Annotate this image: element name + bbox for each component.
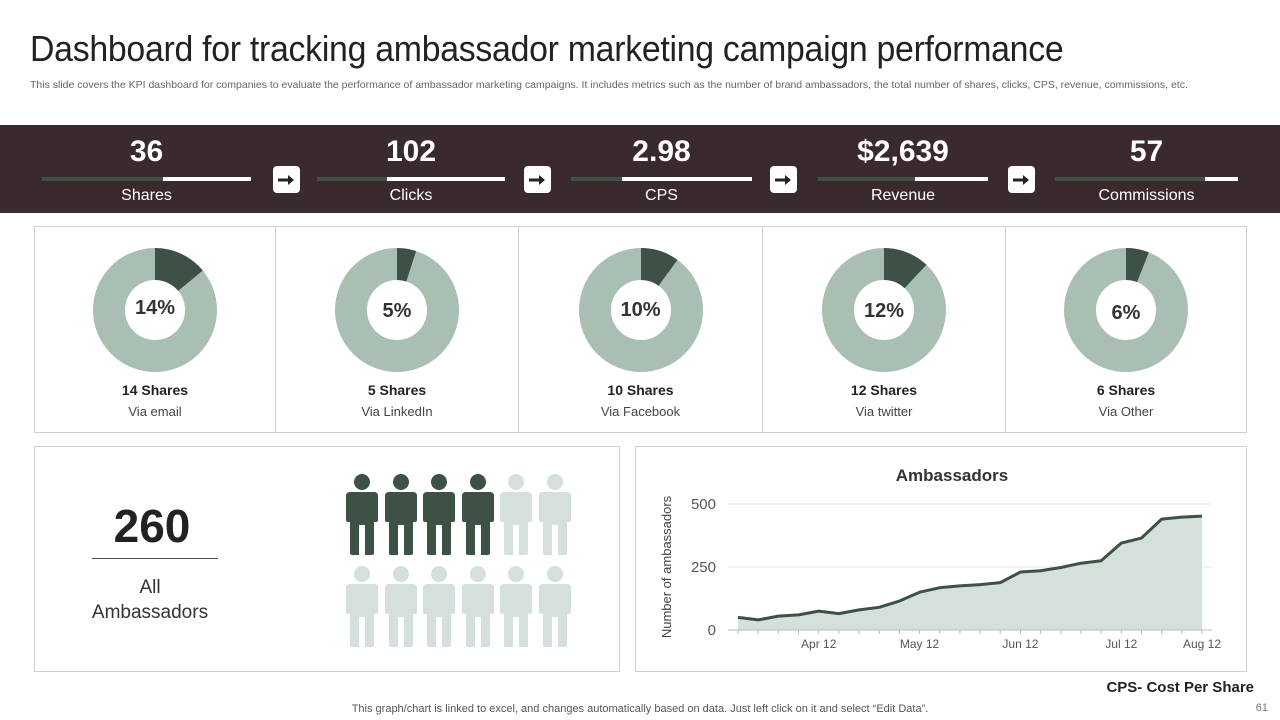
kpi-progress-bar [1055, 177, 1238, 181]
donut-chart [1064, 248, 1188, 372]
kpi-label: CPS [645, 187, 678, 204]
page-number: 61 [1255, 702, 1268, 714]
channel-twitter: 12% 12 Shares Via twitter [763, 227, 1006, 432]
person-icon [499, 473, 533, 560]
person-icon [422, 565, 456, 652]
kpi-progress-bar [42, 177, 251, 181]
person-icon [461, 565, 495, 652]
donut-percent: 10% [620, 299, 661, 321]
person-icon [422, 473, 456, 560]
kpi-progress-fill [42, 177, 164, 181]
donut-percent: 6% [1111, 302, 1141, 324]
donut-chart [335, 248, 459, 372]
kpi-label: Revenue [870, 187, 936, 204]
channel-facebook: 10% 10 Shares Via Facebook [519, 227, 763, 432]
kpi-band: 36 Shares 102 Clicks 2.98 CPS $2,639 Rev… [0, 125, 1280, 213]
person-icon [345, 473, 379, 560]
donut-slice [155, 248, 203, 291]
series-line [737, 514, 1203, 622]
channel-via: Via Facebook [600, 404, 681, 419]
person-icon [538, 565, 572, 652]
right-arrow-icon [273, 166, 300, 193]
page-subtitle: This slide covers the KPI dashboard for … [30, 79, 1188, 91]
kpi-value: 57 [1129, 135, 1164, 168]
kpi-label: Commissions [1098, 187, 1195, 204]
ambassadors-label: All Ambassadors [75, 575, 225, 625]
channel-via: Via LinkedIn [361, 404, 433, 419]
x-tick-label: Jul 12 [1105, 637, 1137, 651]
donut-chart [578, 248, 703, 372]
kpi-progress-fill [818, 177, 915, 181]
channel-email: 14% 14 Shares Via email [35, 227, 276, 432]
channel-other: 6% 6 Shares Via Other [1006, 227, 1246, 432]
kpi-value: 102 [385, 135, 437, 168]
person-icon [538, 473, 572, 560]
donut-percent: 12% [863, 300, 905, 322]
kpi-value: 2.98 [632, 135, 691, 168]
cps-note: CPS- Cost Per Share [1106, 679, 1254, 696]
y-axis-label: Number of ambassadors [659, 495, 674, 638]
channel-linkedin: 5% 5 Shares Via LinkedIn [276, 227, 519, 432]
kpi-clicks: 102 Clicks [317, 125, 505, 213]
channel-via: Via email [128, 404, 182, 419]
right-arrow-icon [524, 166, 551, 193]
channel-shares: 12 Shares [850, 382, 918, 398]
person-icon [461, 473, 495, 560]
kpi-progress-fill [1055, 177, 1206, 181]
channel-shares: 14 Shares [121, 382, 189, 398]
kpi-shares: 36 Shares [42, 125, 251, 213]
ambassadors-label-line1: All [139, 577, 161, 598]
ambassadors-label-line2: Ambassadors [91, 602, 209, 623]
page-title: Dashboard for tracking ambassador market… [30, 28, 1064, 69]
donut-slice [640, 248, 677, 286]
ambassadors-panel: 260 All Ambassadors [34, 446, 620, 672]
kpi-progress-bar [818, 177, 988, 181]
area-fill [738, 516, 1202, 630]
ambassadors-chart-panel: Ambassadors 0 250 500 Number of ambassadors A… [635, 446, 1247, 672]
ambassadors-area-chart: Ambassadors 0 250 500 Number of ambassadors A… [659, 466, 1221, 651]
kpi-progress-fill [317, 177, 387, 181]
kpi-value: $2,639 [857, 135, 949, 168]
share-channels-panel: 14% 14 Shares Via email 5% 5 Shares Via … [34, 226, 1247, 433]
kpi-label: Clicks [389, 187, 433, 204]
kpi-progress-bar [571, 177, 752, 181]
x-tick-label: Aug 12 [1183, 637, 1221, 651]
donut-percent: 14% [134, 297, 176, 319]
footer-note: This graph/chart is linked to excel, and… [351, 703, 929, 715]
donut-slice [884, 248, 927, 289]
x-tick-label: Jun 12 [1002, 637, 1038, 651]
divider [92, 558, 218, 559]
donut-chart [93, 248, 217, 372]
right-arrow-icon [1008, 166, 1035, 193]
channel-shares: 6 Shares [1096, 382, 1156, 398]
y-tick-label: 0 [708, 622, 716, 639]
donut-slice [1126, 248, 1149, 283]
channel-via: Via Other [1098, 404, 1154, 419]
kpi-cps: 2.98 CPS [571, 125, 752, 213]
channel-shares: 5 Shares [367, 382, 427, 398]
x-tick-label: May 12 [900, 637, 940, 651]
kpi-revenue: $2,639 Revenue [818, 125, 988, 213]
donut-percent: 5% [382, 300, 412, 322]
kpi-progress-fill [571, 177, 622, 181]
person-icon [384, 565, 418, 652]
y-tick-label: 250 [691, 559, 716, 576]
x-tick-label: Apr 12 [801, 637, 837, 651]
kpi-progress-bar [317, 177, 505, 181]
y-tick-label: 500 [691, 496, 716, 513]
channel-shares: 10 Shares [607, 382, 674, 398]
right-arrow-icon [770, 166, 797, 193]
ambassadors-count: 260 [113, 500, 191, 552]
person-icon [345, 565, 379, 652]
channel-via: Via twitter [855, 404, 913, 419]
kpi-value: 36 [129, 135, 164, 168]
person-icon [384, 473, 418, 560]
donut-chart [822, 248, 946, 372]
chart-title: Ambassadors [896, 466, 1008, 485]
kpi-commissions: 57 Commissions [1055, 125, 1238, 213]
person-icon [499, 565, 533, 652]
donut-slice [397, 248, 417, 282]
kpi-label: Shares [121, 187, 172, 204]
